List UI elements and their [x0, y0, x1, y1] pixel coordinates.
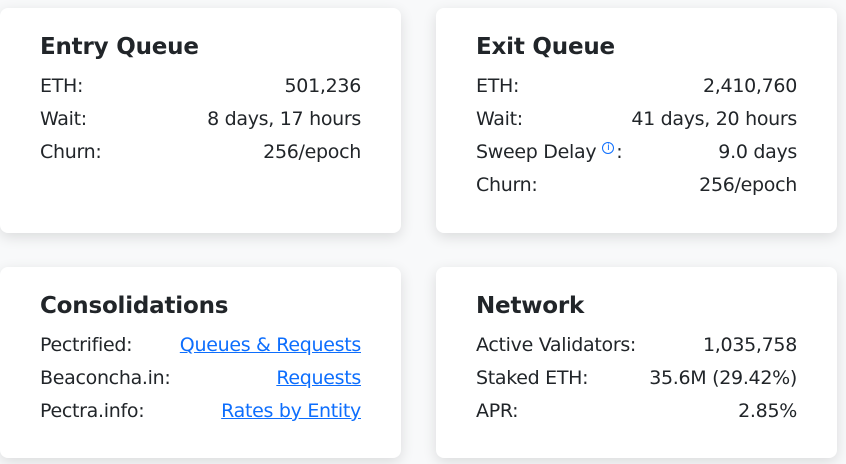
network-card: Network Active Validators: 1,035,758 Stak… — [436, 267, 837, 458]
queues-requests-link[interactable]: Queues & Requests — [179, 334, 362, 356]
label: Staked ETH: — [476, 367, 589, 389]
eth-row: ETH: 2,410,760 — [476, 70, 797, 103]
rates-by-entity-link[interactable]: Rates by Entity — [221, 400, 361, 422]
value: 35.6M (29.42%) — [649, 367, 797, 389]
churn-row: Churn: 256/epoch — [476, 169, 797, 202]
label: Wait: — [476, 108, 523, 130]
beaconchain-row: Beaconcha.in: Requests — [40, 362, 361, 395]
apr-row: APR: 2.85% — [476, 395, 797, 428]
card-title: Entry Queue — [40, 34, 199, 60]
value: 9.0 days — [718, 141, 797, 163]
value: 41 days, 20 hours — [631, 108, 797, 130]
value: 2,410,760 — [703, 75, 797, 97]
label: Active Validators: — [476, 334, 637, 356]
info-icon[interactable]: i — [602, 142, 615, 154]
churn-row: Churn: 256/epoch — [40, 136, 361, 169]
wait-row: Wait: 41 days, 20 hours — [476, 103, 797, 136]
requests-link[interactable]: Requests — [276, 367, 361, 389]
label: Churn: — [476, 174, 538, 196]
card-title: Exit Queue — [476, 34, 615, 60]
entry-queue-card: Entry Queue ETH: 501,236 Wait: 8 days, 17 … — [0, 8, 401, 233]
label-suffix: : — [616, 141, 623, 163]
value: 501,236 — [284, 75, 362, 97]
value: 256/epoch — [699, 174, 797, 196]
label: Wait: — [40, 108, 87, 130]
value: 8 days, 17 hours — [207, 108, 361, 130]
consolidations-card: Consolidations Pectrified: Queues & Reque… — [0, 267, 401, 458]
pectra-info-row: Pectra.info: Rates by Entity — [40, 395, 361, 428]
label: Pectra.info: — [40, 400, 145, 422]
eth-row: ETH: 501,236 — [40, 70, 361, 103]
card-title: Consolidations — [40, 293, 229, 319]
card-title: Network — [476, 293, 585, 319]
label: APR: — [476, 400, 519, 422]
sweep-delay-row: Sweep Delay i: 9.0 days — [476, 136, 797, 169]
label: Pectrified: — [40, 334, 133, 356]
label: Churn: — [40, 141, 102, 163]
value: 2.85% — [738, 400, 797, 422]
exit-queue-card: Exit Queue ETH: 2,410,760 Wait: 41 days, 2… — [436, 8, 837, 233]
pectrified-row: Pectrified: Queues & Requests — [40, 329, 361, 362]
value: 256/epoch — [263, 141, 361, 163]
wait-row: Wait: 8 days, 17 hours — [40, 103, 361, 136]
label: ETH: — [476, 75, 520, 97]
label: ETH: — [40, 75, 84, 97]
label: Sweep Delay — [476, 141, 597, 163]
active-validators-row: Active Validators: 1,035,758 — [476, 329, 797, 362]
staked-eth-row: Staked ETH: 35.6M (29.42%) — [476, 362, 797, 395]
value: 1,035,758 — [703, 334, 797, 356]
label: Beaconcha.in: — [40, 367, 171, 389]
